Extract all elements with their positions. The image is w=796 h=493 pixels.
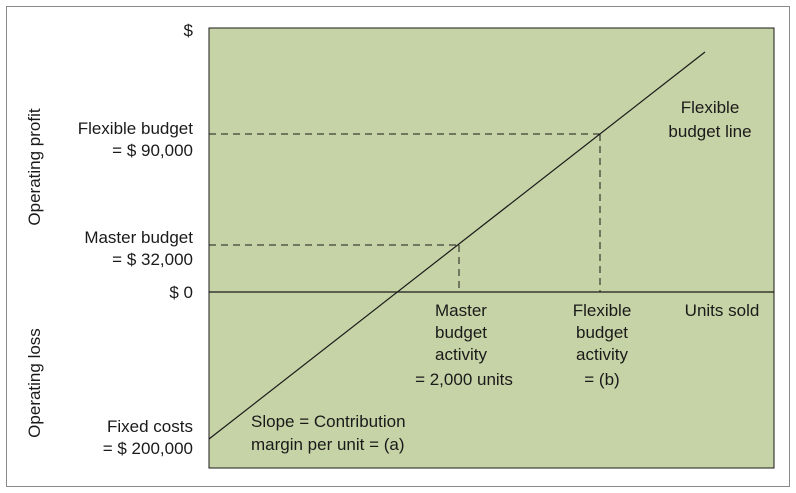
master-activity-line1: Master xyxy=(435,301,487,320)
operating-profit-label: Operating profit xyxy=(25,108,44,225)
zero-dollar-label: $ 0 xyxy=(169,283,193,302)
master-budget-label-line1: Master budget xyxy=(84,228,193,247)
flexible-budget-label-line1: Flexible budget xyxy=(78,119,194,138)
slope-note-line2: margin per unit = (a) xyxy=(251,435,405,454)
flexible-activity-line3: activity xyxy=(576,345,628,364)
operating-loss-label: Operating loss xyxy=(25,328,44,438)
flexible-budget-label-line2: = $ 90,000 xyxy=(112,141,193,160)
slope-note-line1: Slope = Contribution xyxy=(251,412,406,431)
flexible-activity-line1: Flexible xyxy=(573,301,632,320)
flexible-budget-line xyxy=(208,51,706,440)
fixed-costs-label-line2: = $ 200,000 xyxy=(103,439,193,458)
y-axis-dollar-symbol: $ xyxy=(184,21,194,40)
flexible-budget-diagram: $ Flexible budget = $ 90,000 Master budg… xyxy=(6,6,790,487)
master-activity-line4: = 2,000 units xyxy=(415,370,513,389)
diagram-canvas: $ Flexible budget = $ 90,000 Master budg… xyxy=(25,21,775,469)
flexible-activity-line4: = (b) xyxy=(584,370,619,389)
flexible-activity-line2: budget xyxy=(576,323,628,342)
master-activity-line2: budget xyxy=(435,323,487,342)
units-sold-label: Units sold xyxy=(685,301,760,320)
flexible-budget-line-label-line2: budget line xyxy=(668,122,751,141)
plot-area xyxy=(208,27,775,469)
master-budget-label-line2: = $ 32,000 xyxy=(112,250,193,269)
flexible-budget-line-label-line1: Flexible xyxy=(681,98,740,117)
master-activity-line3: activity xyxy=(435,345,487,364)
fixed-costs-label-line1: Fixed costs xyxy=(107,417,193,436)
